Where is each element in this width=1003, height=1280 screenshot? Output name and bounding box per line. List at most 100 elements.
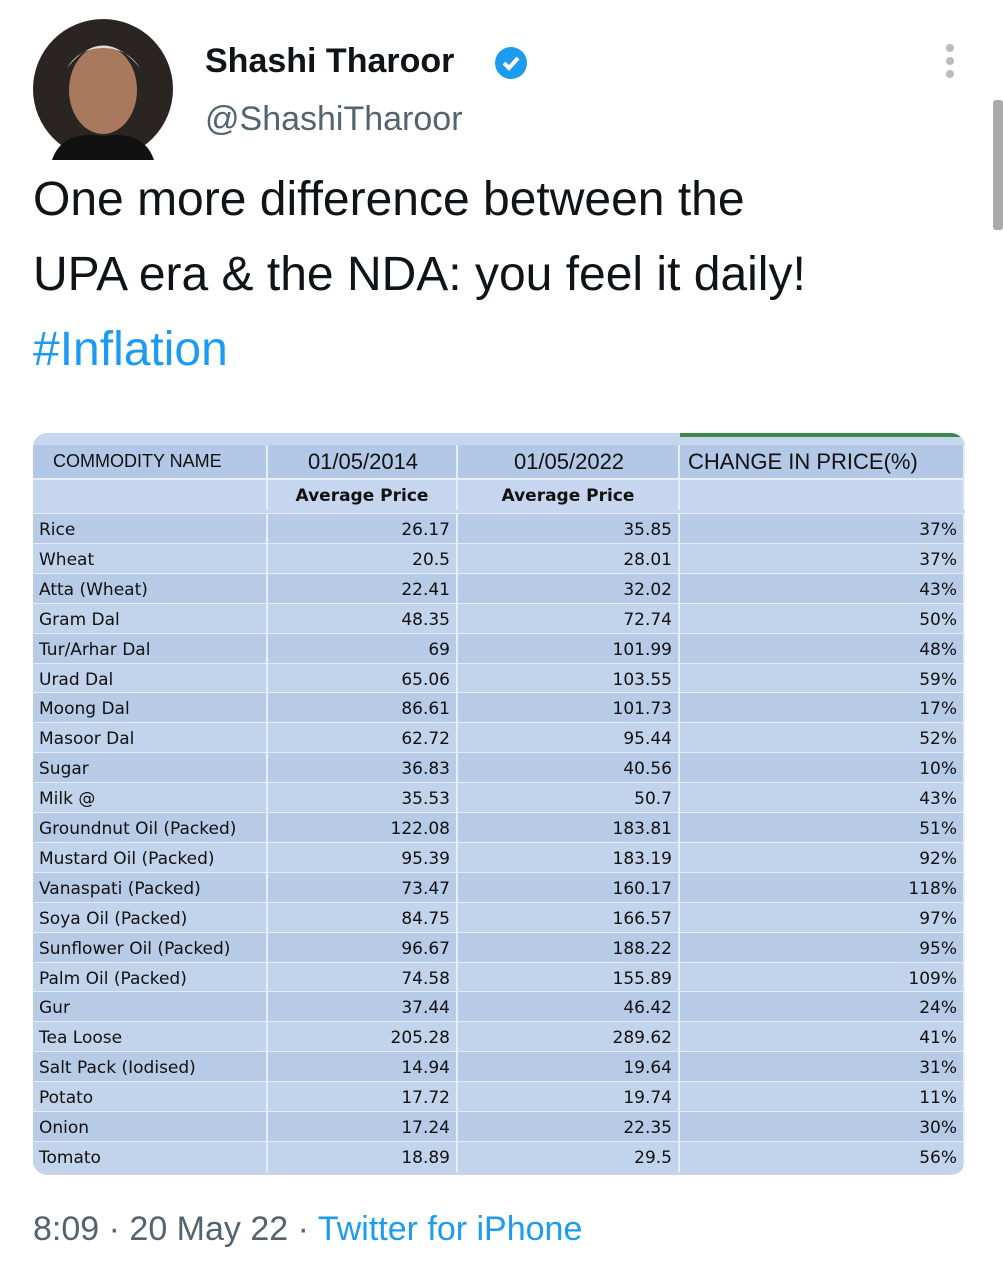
- value-cell: 22.35: [458, 1112, 680, 1142]
- table-row: Wheat 20.5 28.01 37%: [33, 542, 965, 574]
- value-cell: 37.44: [268, 992, 458, 1023]
- table-row: Onion 17.24 22.35 30%: [33, 1111, 965, 1142]
- value-cell: 31%: [680, 1052, 965, 1083]
- table-row: Mustard Oil (Packed) 95.39 183.19 92%: [33, 841, 965, 873]
- value-cell: 188.22: [458, 932, 680, 963]
- table-row: Tur/Arhar Dal 69 101.99 48%: [33, 632, 965, 664]
- hashtag[interactable]: #Inflation: [33, 323, 228, 376]
- subheader-cell: [680, 480, 965, 510]
- value-cell: 18.89: [268, 1141, 458, 1172]
- table-row: Salt Pack (Iodised) 14.94 19.64 31%: [33, 1051, 965, 1083]
- value-cell: 37%: [680, 543, 965, 574]
- value-cell: 95.44: [458, 723, 680, 754]
- price-table: COMMODITY NAME 01/05/2014 01/05/2022 CHANGE…: [33, 433, 965, 1175]
- value-cell: 65.06: [268, 663, 458, 694]
- value-cell: 43%: [680, 573, 965, 604]
- value-cell: 97%: [680, 902, 965, 933]
- subheader-row: Average Price Average Price: [33, 478, 965, 510]
- commodity-cell: Vanaspati (Packed): [33, 872, 268, 903]
- table-row: Palm Oil (Packed) 74.58 155.89 109%: [33, 961, 965, 993]
- tweet-text: UPA era & the NDA: you feel it daily!: [33, 248, 806, 301]
- source[interactable]: Twitter for iPhone: [317, 1210, 583, 1248]
- value-cell: 96.67: [268, 932, 458, 963]
- value-cell: 62.72: [268, 723, 458, 754]
- value-cell: 92%: [680, 842, 965, 873]
- commodity-cell: Gur: [33, 992, 268, 1023]
- value-cell: 84.75: [268, 902, 458, 933]
- user-name[interactable]: Shashi Tharoor: [205, 42, 455, 80]
- value-cell: 32.02: [458, 573, 680, 604]
- value-cell: 24%: [680, 992, 965, 1023]
- commodity-cell: Rice: [33, 514, 268, 544]
- table-row: Rice 26.17 35.85 37%: [33, 513, 965, 544]
- value-cell: 40.56: [458, 753, 680, 784]
- value-cell: 17.72: [268, 1082, 458, 1113]
- value-cell: 20.5: [268, 543, 458, 574]
- column-header: 01/05/2022: [458, 445, 680, 478]
- commodity-cell: Mustard Oil (Packed): [33, 842, 268, 873]
- value-cell: 95.39: [268, 842, 458, 873]
- table-row: Sugar 36.83 40.56 10%: [33, 752, 965, 784]
- commodity-cell: Tur/Arhar Dal: [33, 633, 268, 664]
- commodity-cell: Sugar: [33, 753, 268, 784]
- column-header: CHANGE IN PRICE(%): [680, 445, 965, 478]
- commodity-cell: Moong Dal: [33, 693, 268, 724]
- value-cell: 183.81: [458, 813, 680, 843]
- table-row: Sunflower Oil (Packed) 96.67 188.22 95%: [33, 931, 965, 963]
- value-cell: 95%: [680, 932, 965, 963]
- commodity-cell: Groundnut Oil (Packed): [33, 813, 268, 843]
- table-row: Tea Loose 205.28 289.62 41%: [33, 1021, 965, 1053]
- value-cell: 86.61: [268, 693, 458, 724]
- value-cell: 52%: [680, 723, 965, 754]
- user-handle[interactable]: @ShashiTharoor: [205, 100, 463, 138]
- value-cell: 69: [268, 633, 458, 664]
- value-cell: 51%: [680, 813, 965, 843]
- commodity-cell: Soya Oil (Packed): [33, 902, 268, 933]
- more-menu[interactable]: [940, 42, 960, 82]
- value-cell: 103.55: [458, 663, 680, 694]
- header-accent: [680, 433, 965, 437]
- value-cell: 59%: [680, 663, 965, 694]
- tweet-text: One more difference between the: [33, 173, 745, 226]
- value-cell: 28.01: [458, 543, 680, 574]
- value-cell: 22.41: [268, 573, 458, 604]
- value-cell: 101.99: [458, 633, 680, 664]
- column-header: 01/05/2014: [268, 445, 458, 478]
- commodity-cell: Tomato: [33, 1141, 268, 1172]
- separator: ·: [297, 1210, 309, 1248]
- commodity-cell: Salt Pack (Iodised): [33, 1052, 268, 1083]
- value-cell: 50%: [680, 603, 965, 634]
- value-cell: 11%: [680, 1082, 965, 1113]
- table-row: Moong Dal 86.61 101.73 17%: [33, 692, 965, 724]
- value-cell: 41%: [680, 1022, 965, 1053]
- value-cell: 46.42: [458, 992, 680, 1023]
- commodity-cell: Urad Dal: [33, 663, 268, 694]
- separator: ·: [108, 1210, 120, 1248]
- value-cell: 73.47: [268, 872, 458, 903]
- table-row: Vanaspati (Packed) 73.47 160.17 118%: [33, 871, 965, 903]
- scrollbar: [993, 100, 1003, 230]
- value-cell: 183.19: [458, 842, 680, 873]
- value-cell: 35.53: [268, 783, 458, 814]
- value-cell: 118%: [680, 872, 965, 903]
- table-row: Masoor Dal 62.72 95.44 52%: [33, 722, 965, 754]
- value-cell: 14.94: [268, 1052, 458, 1083]
- value-cell: 109%: [680, 962, 965, 993]
- commodity-cell: Milk @: [33, 783, 268, 814]
- table-row: Groundnut Oil (Packed) 122.08 183.81 51%: [33, 812, 965, 843]
- value-cell: 26.17: [268, 514, 458, 544]
- table-row: Gur 37.44 46.42 24%: [33, 991, 965, 1023]
- commodity-cell: Potato: [33, 1082, 268, 1113]
- value-cell: 35.85: [458, 514, 680, 544]
- table-row: Atta (Wheat) 22.41 32.02 43%: [33, 572, 965, 604]
- commodity-cell: Tea Loose: [33, 1022, 268, 1053]
- value-cell: 160.17: [458, 872, 680, 903]
- value-cell: 17.24: [268, 1112, 458, 1142]
- commodity-cell: Wheat: [33, 543, 268, 574]
- value-cell: 166.57: [458, 902, 680, 933]
- avatar[interactable]: [32, 18, 174, 160]
- subheader-cell: Average Price: [458, 480, 680, 510]
- table-row: Gram Dal 48.35 72.74 50%: [33, 602, 965, 634]
- value-cell: 10%: [680, 753, 965, 784]
